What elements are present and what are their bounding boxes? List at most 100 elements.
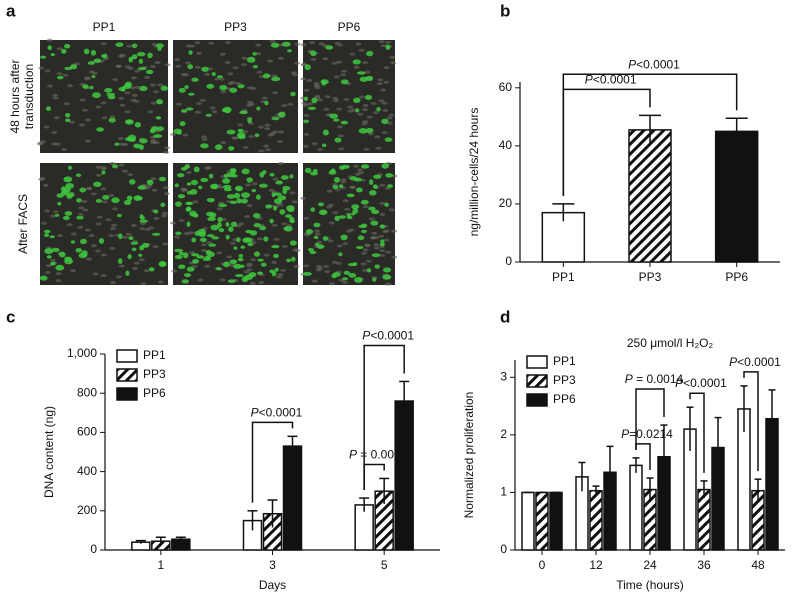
gfp-cell: [233, 192, 241, 199]
cell-shadow: [94, 249, 101, 253]
cell-shadow: [44, 209, 51, 213]
gfp-cell: [217, 75, 223, 79]
cell-shadow: [109, 281, 116, 285]
cell-shadow: [118, 96, 125, 100]
cell-shadow: [376, 82, 383, 86]
gfp-cell: [180, 109, 188, 113]
bracket-line: [743, 371, 759, 472]
gfp-cell: [271, 245, 280, 249]
cell-shadow: [241, 56, 248, 60]
gfp-cell: [237, 128, 244, 133]
gfp-cell: [369, 179, 374, 185]
cell-shadow: [151, 188, 158, 192]
gfp-cell: [235, 185, 244, 192]
gfp-cell: [222, 184, 232, 190]
gfp-cell: [156, 126, 165, 132]
cell-shadow: [388, 208, 395, 212]
cell-shadow: [361, 108, 368, 112]
cell-shadow: [161, 211, 168, 215]
cell-shadow: [196, 51, 203, 55]
gfp-cell: [101, 54, 106, 58]
cell-shadow: [324, 270, 331, 274]
gfp-cell: [254, 133, 260, 138]
gfp-cell: [178, 87, 186, 93]
gfp-cell: [131, 247, 137, 252]
cell-shadow: [256, 70, 263, 74]
cell-shadow: [255, 43, 262, 47]
cell-shadow: [323, 264, 330, 268]
cell-shadow: [336, 107, 343, 111]
gfp-cell: [241, 168, 250, 175]
gfp-cell: [186, 266, 195, 272]
cell-shadow: [108, 193, 115, 197]
y-tick-label: 2: [500, 427, 507, 441]
significance-bracket: P<0.0001: [362, 329, 414, 491]
error-bar: [632, 457, 640, 473]
cell-shadow: [361, 122, 368, 126]
gfp-cell: [174, 254, 183, 260]
cell-shadow: [361, 268, 368, 272]
cell-shadow: [39, 140, 46, 144]
cell-shadow: [197, 278, 204, 282]
gfp-cell: [322, 236, 329, 241]
gfp-cell: [198, 231, 207, 238]
cell-shadow: [267, 133, 274, 137]
gfp-cell: [180, 167, 188, 171]
gfp-cell: [174, 183, 179, 188]
cell-shadow: [52, 210, 59, 214]
gfp-cell: [252, 52, 258, 56]
cell-shadow: [131, 93, 138, 97]
y-tick-label: 0: [505, 254, 512, 268]
gfp-cell: [226, 194, 236, 199]
gfp-cell: [272, 253, 279, 259]
legend-label: PP6: [553, 392, 576, 406]
gfp-cell: [205, 211, 215, 217]
chart-title: 250 μmol/l H₂O₂: [627, 336, 714, 350]
x-tick-label: PP6: [725, 270, 748, 284]
gfp-cell: [222, 178, 231, 184]
gfp-cell: [92, 92, 101, 99]
cell-shadow: [391, 229, 398, 233]
gfp-cell: [225, 234, 230, 240]
cell-shadow: [300, 43, 307, 47]
gfp-cell: [63, 176, 73, 183]
cell-shadow: [271, 260, 278, 264]
cell-shadow: [121, 235, 128, 239]
cell-shadow: [294, 42, 301, 46]
cell-shadow: [224, 61, 231, 65]
cell-shadow: [100, 101, 107, 105]
bracket-line: [562, 73, 738, 196]
gfp-cell: [193, 166, 200, 173]
gfp-cell: [229, 87, 238, 93]
gfp-cell: [206, 197, 215, 202]
cell-shadow: [52, 96, 59, 100]
cell-shadow: [375, 146, 382, 150]
gfp-cell: [82, 84, 89, 89]
cell-shadow: [248, 102, 255, 106]
gfp-cell: [65, 118, 71, 123]
cell-shadow: [125, 232, 132, 236]
cell-shadow: [334, 188, 341, 192]
cell-shadow: [326, 189, 333, 193]
gfp-cell: [371, 209, 380, 215]
cell-shadow: [379, 249, 386, 253]
cell-shadow: [386, 121, 393, 125]
gfp-cell: [160, 202, 166, 208]
gfp-cell: [348, 273, 357, 278]
gfp-cell: [269, 218, 274, 224]
gfp-cell: [278, 111, 286, 118]
cell-shadow: [140, 282, 147, 286]
gfp-cell: [187, 64, 194, 70]
gfp-cell: [359, 76, 369, 82]
cell-shadow: [51, 142, 58, 146]
error-bar: [754, 478, 762, 503]
x-tick-label: 12: [589, 558, 603, 572]
y-tick-label: 20: [499, 196, 513, 210]
p-value: P=0.0214: [621, 427, 673, 441]
cell-shadow: [185, 61, 192, 65]
gfp-cell: [206, 83, 215, 89]
gfp-cell: [179, 121, 186, 127]
gfp-cell: [186, 182, 192, 186]
cell-shadow: [331, 61, 338, 65]
legend-label: PP3: [143, 367, 166, 381]
